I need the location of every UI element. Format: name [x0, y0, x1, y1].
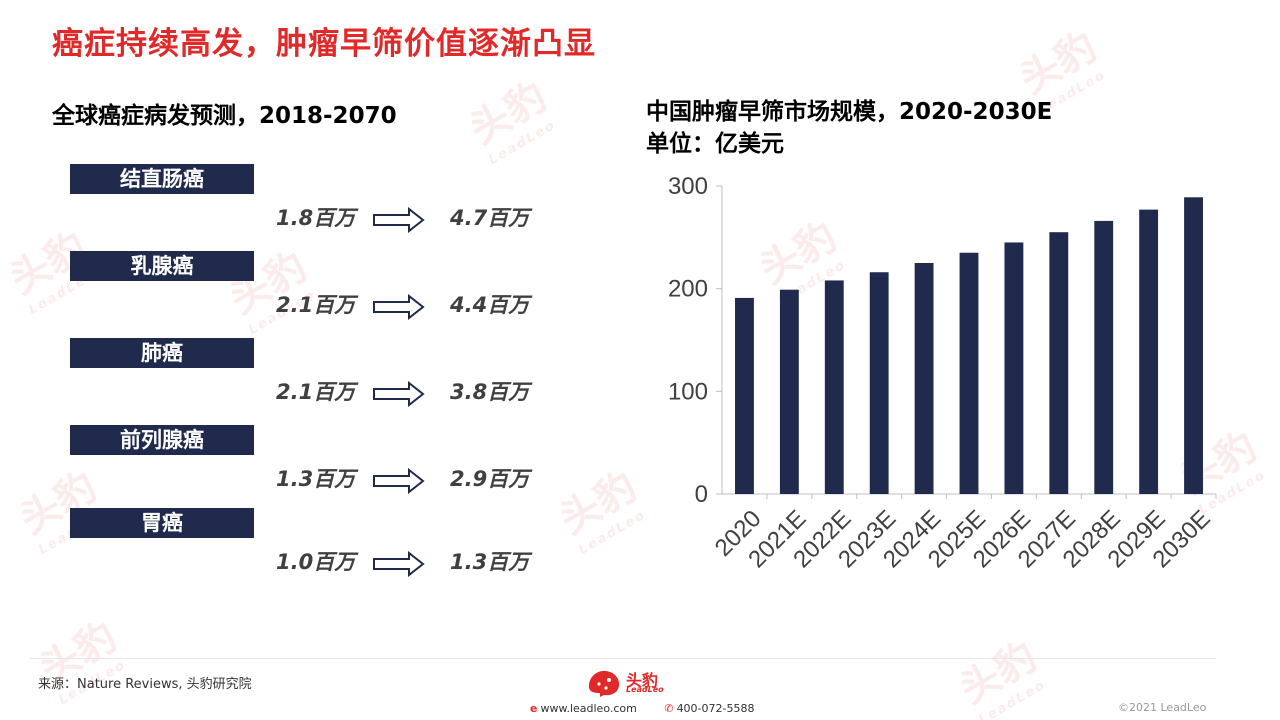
bar-2028E: [1094, 220, 1114, 494]
chart-title-line1: 中国肿瘤早筛市场规模，2020-2030E: [646, 99, 1053, 125]
left-section-title: 全球癌症病发预测，2018-2070: [52, 103, 397, 129]
bar-2022E: [824, 280, 844, 494]
footer-contact: e www.leadleo.com ✆ 400-072-5588: [530, 702, 779, 715]
value-to: 4.7百万: [450, 206, 530, 230]
value-to: 4.4百万: [450, 293, 530, 317]
bar-2025E: [959, 252, 979, 494]
arrow-right-icon: [373, 468, 425, 494]
y-tick-label: 0: [695, 481, 708, 508]
cancer-label-prostate: 前列腺癌: [70, 425, 254, 455]
cancer-label-breast: 乳腺癌: [70, 251, 254, 281]
bar-2020: [735, 297, 754, 494]
bar-2021E: [779, 289, 799, 494]
value-to: 3.8百万: [450, 380, 530, 404]
y-tick-label: 300: [668, 173, 708, 200]
arrow-right-icon: [373, 207, 425, 233]
website-link[interactable]: e www.leadleo.com: [530, 702, 649, 715]
website-text: www.leadleo.com: [540, 702, 637, 715]
value-from: 2.1百万: [276, 293, 356, 317]
value-from: 1.8百万: [276, 206, 356, 230]
arrow-right-icon: [373, 294, 425, 320]
cancer-label-colorectal: 结直肠癌: [70, 164, 254, 194]
phone-text: 400-072-5588: [676, 702, 755, 715]
leadleo-logo: 头豹 LeadLeo: [586, 666, 676, 700]
bar-2029E: [1139, 209, 1159, 494]
footer-divider: [30, 658, 1216, 659]
arrow-right-icon: [373, 551, 425, 577]
cancer-label-stomach: 胃癌: [70, 508, 254, 538]
bar-2024E: [914, 263, 934, 494]
logo-text: 头豹: [626, 671, 659, 690]
bar-2026E: [1004, 242, 1024, 494]
chart-unit: 单位：亿美元: [646, 131, 784, 157]
source-note: 来源：Nature Reviews, 头豹研究院: [38, 677, 252, 692]
y-tick-label: 100: [668, 378, 708, 405]
value-from: 1.3百万: [276, 467, 356, 491]
arrow-right-icon: [373, 381, 425, 407]
bar-2023E: [869, 272, 889, 494]
cancer-label-lung: 肺癌: [70, 338, 254, 368]
page-title: 癌症持续高发，肿瘤早筛价值逐渐凸显: [52, 26, 596, 62]
bar-2030E: [1184, 197, 1203, 494]
phone-number: ✆ 400-072-5588: [664, 702, 766, 715]
y-tick-label: 200: [668, 276, 708, 303]
value-from: 2.1百万: [276, 380, 356, 404]
logo-subtext: LeadLeo: [626, 685, 664, 694]
copyright: ©2021 LeadLeo: [1118, 701, 1207, 714]
value-to: 1.3百万: [450, 550, 530, 574]
bar-chart: 010020030020202021E2022E2023E2024E2025E2…: [668, 173, 1217, 573]
bar-2027E: [1049, 232, 1069, 494]
leopard-logo-icon: [588, 670, 620, 697]
phone-icon: ✆: [664, 702, 674, 715]
globe-icon: e: [530, 702, 538, 715]
chart-title: 中国肿瘤早筛市场规模，2020-2030E 单位：亿美元: [646, 96, 1052, 160]
value-to: 2.9百万: [450, 467, 530, 491]
value-from: 1.0百万: [276, 550, 356, 574]
